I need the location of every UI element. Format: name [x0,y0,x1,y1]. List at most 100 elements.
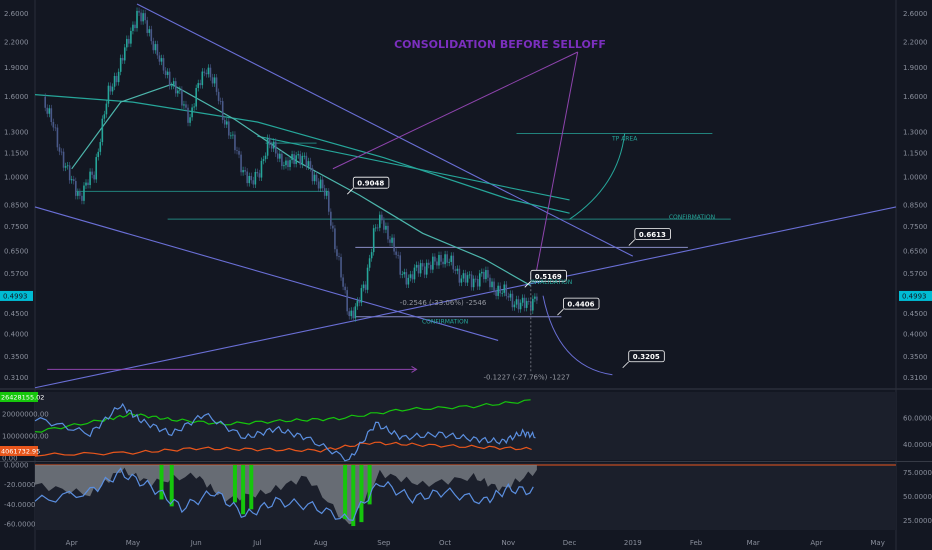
candle-body [293,154,295,164]
price-tick-label-right: 0.3100 [903,374,928,382]
candle-body [225,121,228,125]
price-tick-label-right: 0.5700 [903,270,928,278]
candle-body [79,191,81,196]
indicator-value-label: 4061732.95 [1,448,40,456]
candle-body [240,154,242,173]
candle-body [507,296,510,298]
candle-body [454,269,457,271]
candle-body [432,256,434,270]
candle-body [121,57,124,61]
level-label: INVALIDATION [530,279,572,286]
indicator-2-left-label: -40.0000 [4,501,35,509]
time-tick-label: May [870,539,884,547]
time-tick-label: Aug [314,539,328,547]
price-tick-label-right: 1.1500 [903,150,928,158]
candle-body [209,67,212,78]
candle-body [305,155,308,167]
indicator-value-tag [0,392,38,402]
price-tick-label-right: 0.4500 [903,310,928,318]
candle-body [201,71,204,86]
candle-body [446,254,448,263]
candle-body [197,83,200,88]
price-tick-label-right: 0.8500 [903,201,928,209]
candle-body [111,86,114,92]
indicator-panel-1[interactable]: 20000000.00 10000000.00 0.00 60.0000 40.0000… [0,392,932,463]
candle-body [348,311,351,317]
candle-body [491,281,493,288]
candle-body [107,85,110,104]
candle-body [217,91,220,101]
candle-body [279,153,281,159]
candle-body [117,71,120,83]
candle-body [301,155,304,165]
time-tick-label: Oct [439,539,451,547]
price-tick-label-left: 2.6000 [4,10,29,18]
indicator-2-bar [359,464,364,523]
price-tick-label-left: 0.3100 [4,374,29,382]
price-tag-box [634,228,671,240]
candle-body [154,44,157,51]
candle-body [101,118,104,143]
indicator-2-right-label: 25.0000 [903,517,932,525]
price-tag-pointer [622,361,630,369]
indicator-2-left-label: -20.0000 [4,481,35,489]
price-tag-box [530,269,567,282]
price-tick-label-left: 1.1500 [4,150,29,158]
candle-body [144,13,146,21]
candle-body [103,114,106,119]
price-tick-label-right: 0.4000 [903,330,928,338]
candle-body [360,288,363,303]
price-tick-label-left: 0.3500 [4,353,29,361]
candle-body [321,179,324,189]
candle-body [97,151,100,158]
candle-body [223,119,226,125]
candle-body [58,147,61,152]
candle-body [46,107,49,114]
candle-body [285,160,287,166]
candle-body [501,292,504,294]
price-tag-pointer [628,239,636,246]
candle-body [470,274,473,288]
indicator-1-series-line [34,402,536,462]
candle-body [75,181,77,196]
indicator-1-background [35,392,896,460]
candle-body [177,90,179,94]
candle-body [142,13,144,22]
candle-body [270,144,273,149]
candle-body [403,272,406,275]
candle-body [368,258,371,268]
candle-body [181,89,183,106]
candle-body [356,300,359,307]
candle-body [483,271,485,280]
price-tick-label-left: 0.7500 [4,223,29,231]
price-tag-label: 0.6613 [639,231,666,239]
moving-average-line [34,94,570,214]
candle-body [183,104,185,106]
indicator-1-left-label: 20000000.00 [2,411,49,419]
indicator-value-tag [0,446,38,456]
candle-body [164,70,167,75]
indicator-1-left-label: 10000000.00 [2,433,49,441]
indicator-panel-2[interactable]: 0.0000 -20.0000 -40.0000 -60.0000 75.0000 50.… [4,461,932,530]
candle-body [140,12,142,22]
candle-body [250,175,253,181]
price-tick-label-right: 1.6000 [903,93,928,101]
candle-body [487,270,489,278]
candle-body [160,58,163,62]
candle-body [313,174,316,182]
candle-body [395,251,397,255]
candle-body [168,71,171,87]
last-price-tag-right [899,290,932,301]
candle-body [332,225,334,229]
candle-body [527,301,530,302]
indicator-1-right-label: 60.0000 [903,415,932,423]
candle-body [503,284,506,293]
candle-body [268,137,271,145]
candle-body [299,154,302,165]
candle-body [476,278,479,287]
time-tick-label: Nov [502,539,516,547]
time-tick-label: Jun [190,539,202,547]
candle-body [187,107,189,123]
